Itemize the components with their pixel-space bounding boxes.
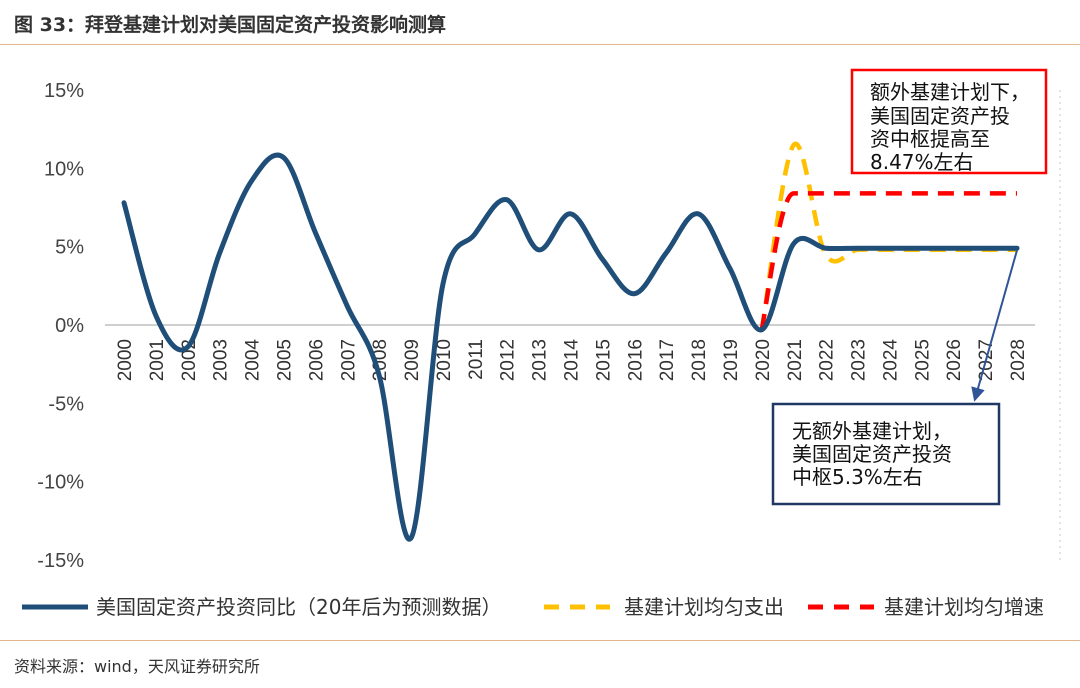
x-tick-label: 2007 (338, 339, 359, 381)
x-tick-label: 2012 (498, 339, 519, 381)
annotation-boost-line-3: 资中枢提高至 (870, 127, 990, 151)
source-note: 资料来源：wind，天风证券研究所 (14, 657, 260, 676)
x-tick-label: 2015 (593, 339, 614, 381)
series-line-actual (121, 152, 1020, 542)
x-tick-label: 2019 (721, 339, 742, 381)
y-tick-label: 5% (55, 237, 84, 259)
x-tick-label: 2022 (817, 339, 838, 381)
x-tick-label: 2014 (562, 339, 583, 382)
annotation-box-boost (850, 68, 1048, 175)
y-tick-label: 0% (55, 315, 84, 337)
y-tick-label: 10% (44, 158, 84, 180)
x-tick-label: 2005 (274, 339, 295, 381)
x-tick-label: 2028 (1008, 339, 1029, 381)
x-tick-label: 2021 (785, 339, 806, 381)
x-tick-label: 2023 (849, 339, 870, 381)
annotation-boost-line-1: 额外基建计划下， (870, 80, 1030, 104)
legend-label-actual: 美国固定资产投资同比（20年后为预测数据） (96, 595, 501, 619)
annotation-base-line-3: 中枢5.3%左右 (792, 465, 923, 489)
x-tick-label: 2009 (402, 339, 423, 381)
x-tick-label: 2024 (880, 339, 901, 382)
x-tick-label: 2004 (243, 339, 264, 382)
x-tick-label: 2016 (625, 339, 646, 381)
x-tick-label: 2026 (944, 339, 965, 381)
x-tick-label: 2020 (753, 339, 774, 381)
x-tick-label: 2013 (530, 339, 551, 381)
x-tick-label: 2025 (912, 339, 933, 381)
bottom-divider (0, 640, 1080, 641)
x-tick-label: 2003 (211, 339, 232, 381)
x-tick-label: 2017 (657, 339, 678, 381)
x-tick-label: 2011 (466, 339, 487, 380)
y-tick-label: 15% (44, 80, 84, 102)
x-tick-label: 2006 (306, 339, 327, 381)
y-tick-label: -10% (37, 472, 84, 494)
x-tick-label: 2001 (147, 339, 168, 381)
x-tick-label: 2018 (689, 339, 710, 381)
investment-chart: 15%10%5%0%-5%-10%-15% 2000 2001 2002 2003 20… (22, 68, 1061, 619)
figure-title: 图 33：拜登基建计划对美国固定资产投资影响测算 (14, 14, 447, 36)
annotation-boost-line-4: 8.47%左右 (870, 150, 974, 174)
legend-label-uniform-growth: 基建计划均匀增速 (884, 595, 1044, 619)
y-tick-label: -5% (48, 393, 84, 415)
legend-label-uniform-spend: 基建计划均匀支出 (624, 595, 784, 619)
x-tick-label: 2010 (434, 339, 455, 381)
annotation-boost-line-2: 美国固定资产投 (870, 104, 1010, 128)
y-tick-label: -15% (37, 550, 84, 572)
series-line-uniform-growth (759, 191, 1017, 331)
annotation-base-line-2: 美国固定资产投资 (792, 442, 952, 466)
top-divider (0, 44, 1080, 45)
annotation-arrow (971, 249, 1018, 402)
x-tick-label: 2000 (115, 339, 136, 381)
annotation-box-base (771, 402, 1001, 506)
annotation-base-line-1: 无额外基建计划， (792, 419, 952, 443)
